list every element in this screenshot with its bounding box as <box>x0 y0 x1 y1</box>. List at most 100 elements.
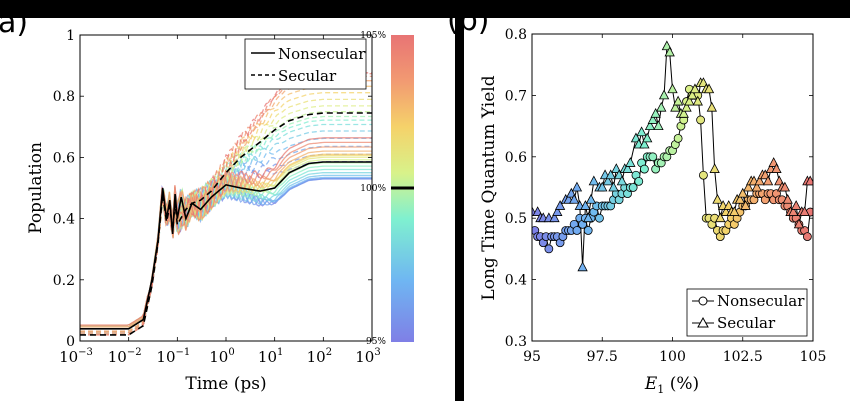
panel-a-ticks: 10−3 10−2 10−1 100 101 102 103 0 0.2 0.4 0.6 0.8 1 <box>53 28 381 366</box>
panel-a: 10−3 10−2 10−1 100 101 102 103 0 0.2 0.4 0.6 0.8 1 T… <box>26 28 414 394</box>
legend-label-secular: Secular <box>278 67 337 85</box>
y-tick-label: 0.6 <box>505 150 527 166</box>
data-point-secular <box>678 107 689 118</box>
data-point-secular <box>734 193 746 204</box>
data-point-secular <box>577 261 588 272</box>
ensemble-curve <box>80 146 372 328</box>
data-point-secular <box>799 206 810 216</box>
data-point-nonsecular <box>802 232 812 242</box>
x-tick-label: 105 <box>800 349 827 365</box>
series-line-secular <box>80 112 372 336</box>
data-point-secular <box>608 181 619 192</box>
y-tick-label: 0.8 <box>505 27 527 43</box>
data-point-secular <box>568 193 580 204</box>
data-point-secular <box>616 175 628 186</box>
legend-label-secular-b: Secular <box>717 314 776 332</box>
data-point-secular <box>605 169 616 180</box>
y-tick-label: 1 <box>66 28 75 44</box>
data-point-secular <box>681 101 692 112</box>
data-point-secular <box>580 200 591 210</box>
data-point-secular <box>712 193 723 204</box>
data-point-secular <box>642 132 653 143</box>
panel-a-legend: Nonsecular Secular <box>244 38 367 90</box>
data-point-secular <box>625 157 636 167</box>
data-point-secular <box>656 101 667 112</box>
panel-b-ticks: 95 97.5 100 102.5 105 0.3 0.4 0.5 0.6 0.7 0.8 <box>505 27 827 365</box>
y-tick-label: 0.8 <box>53 89 75 105</box>
colorbar-label-top: 105% <box>360 31 386 41</box>
ensemble-curve <box>80 137 372 326</box>
legend-marker-circle <box>698 296 708 306</box>
x-tick-label: 10−3 <box>59 347 93 366</box>
data-point-secular <box>790 200 802 210</box>
data-point-secular <box>554 200 566 210</box>
data-point-secular <box>762 175 774 186</box>
ensemble-curve <box>80 177 372 328</box>
data-point-secular <box>740 200 751 210</box>
data-point-secular <box>715 212 726 223</box>
x-tick-label: 10−1 <box>156 347 190 366</box>
ensemble-curve <box>80 115 372 336</box>
data-point-secular <box>650 107 661 118</box>
x-tick-label: 95 <box>523 349 541 365</box>
data-point-secular <box>788 206 799 216</box>
data-point-secular <box>689 83 701 94</box>
data-point-nonsecular <box>595 213 604 223</box>
data-point-secular <box>583 212 594 223</box>
data-point-secular <box>597 181 608 192</box>
ensemble-curve <box>80 119 372 334</box>
data-point-secular <box>692 95 703 106</box>
data-point-secular <box>552 206 563 216</box>
y-tick-label: 0 <box>66 334 75 350</box>
data-point-nonsecular <box>673 133 683 143</box>
y-tick-label: 0.4 <box>53 212 75 228</box>
data-point-secular <box>703 83 715 94</box>
data-point-secular <box>684 95 695 106</box>
ensemble-curve <box>80 85 372 334</box>
panel-a-ylabel: Population <box>26 142 46 234</box>
y-tick-label: 0.2 <box>53 273 75 289</box>
y-tick-label: 0.5 <box>505 211 527 227</box>
y-tick-label: 0.6 <box>53 150 75 166</box>
legend-marker-triangle <box>697 316 709 328</box>
data-point-secular <box>647 114 658 124</box>
colorbar: 105% 100% 95% <box>360 31 414 347</box>
data-point-secular <box>653 120 664 130</box>
data-point-secular <box>571 181 583 192</box>
ensemble-curve <box>80 176 372 330</box>
data-point-secular <box>706 101 718 112</box>
x-tick-label: 97.5 <box>587 349 618 365</box>
data-point-nonsecular <box>648 152 658 162</box>
panel-a-xlabel: Time (ps) <box>185 374 266 394</box>
data-point-secular <box>743 181 754 192</box>
data-point-secular <box>754 175 765 186</box>
data-point-secular <box>737 187 748 198</box>
data-point-secular <box>664 46 675 57</box>
panel-b-series <box>532 40 813 272</box>
ensemble-curve <box>80 80 372 336</box>
data-point-secular <box>771 163 782 173</box>
y-tick-label: 0.3 <box>505 334 527 350</box>
data-point-nonsecular <box>544 244 554 254</box>
data-point-secular <box>670 101 681 112</box>
x-tick-label: 102.5 <box>723 349 763 365</box>
ensemble-curve <box>80 177 372 330</box>
ensemble-curve <box>80 105 372 334</box>
data-point-secular <box>793 218 805 229</box>
data-point-secular <box>751 181 762 192</box>
data-point-secular <box>658 89 670 100</box>
panel-b-legend: Nonsecular Secular <box>686 288 808 337</box>
ensemble-curve <box>80 75 372 332</box>
data-point-secular <box>779 181 791 192</box>
data-point-secular <box>549 212 560 223</box>
x-tick-label: 102 <box>307 347 332 366</box>
x-tick-label: 100 <box>659 349 686 365</box>
data-point-secular <box>644 120 656 130</box>
data-point-secular <box>805 175 813 186</box>
legend-label-nonsecular: Nonsecular <box>278 45 366 63</box>
colorbar-label-bottom: 95% <box>366 337 386 347</box>
data-point-secular <box>639 138 650 149</box>
data-point-secular <box>667 83 678 94</box>
data-point-secular <box>782 193 793 204</box>
